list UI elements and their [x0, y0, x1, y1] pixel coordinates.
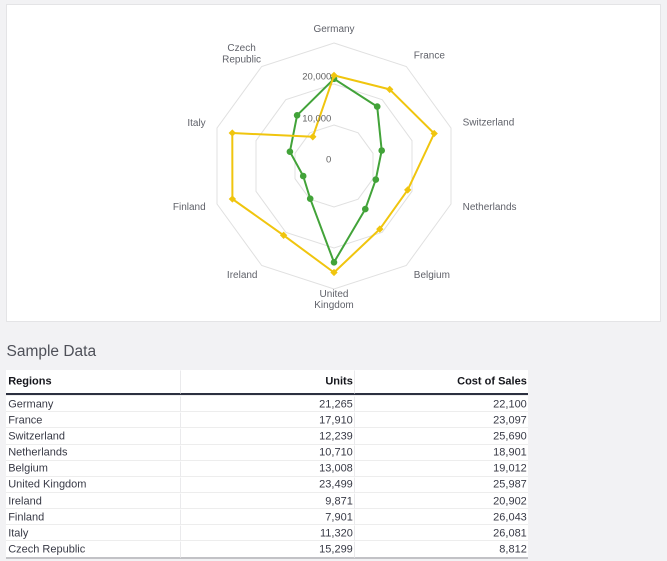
svg-text:United: United: [320, 289, 349, 300]
svg-text:0: 0: [326, 155, 331, 166]
svg-text:Belgium: Belgium: [414, 270, 450, 281]
svg-text:Czech: Czech: [227, 43, 255, 54]
svg-text:Finland: Finland: [173, 202, 206, 213]
svg-text:France: France: [414, 51, 446, 62]
svg-text:Italy: Italy: [187, 118, 205, 129]
svg-text:Republic: Republic: [222, 54, 261, 65]
svg-text:Switzerland: Switzerland: [463, 118, 515, 129]
svg-text:20,000: 20,000: [302, 72, 331, 83]
svg-text:Netherlands: Netherlands: [463, 202, 517, 213]
svg-text:10,000: 10,000: [302, 114, 331, 125]
svg-text:Kingdom: Kingdom: [314, 300, 353, 311]
svg-text:Germany: Germany: [313, 24, 354, 35]
svg-text:Ireland: Ireland: [227, 270, 258, 281]
